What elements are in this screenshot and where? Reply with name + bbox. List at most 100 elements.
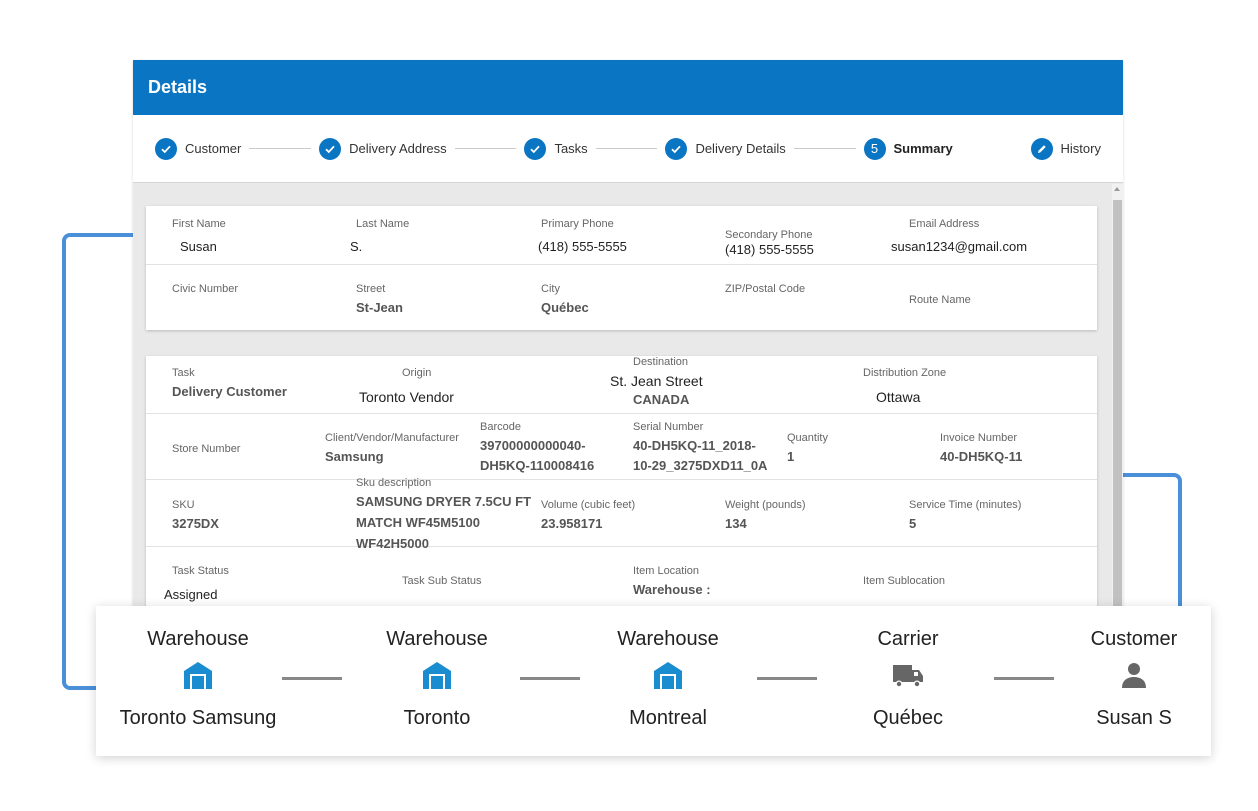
field-value: 5 bbox=[909, 516, 917, 531]
scroll-up-arrow-icon[interactable] bbox=[1114, 187, 1120, 191]
warehouse-icon bbox=[654, 662, 682, 689]
stop-name: Toronto bbox=[403, 707, 471, 729]
task-row-2: Store Number Client/Vendor/Manufacturer … bbox=[146, 414, 1097, 480]
invoice-number-field: Invoice Number 40-DH5KQ-11 bbox=[940, 432, 1022, 464]
step-tasks[interactable]: Tasks bbox=[524, 137, 588, 160]
distribution-zone-field: Distribution Zone Ottawa bbox=[863, 367, 946, 405]
client-field: Client/Vendor/Manufacturer Samsung bbox=[325, 432, 459, 464]
last-name-field: Last Name S. bbox=[350, 218, 410, 254]
field-value: Susan bbox=[180, 239, 217, 254]
connector-line-right bbox=[1118, 473, 1182, 613]
field-label: Destination bbox=[633, 356, 689, 368]
field-label: Distribution Zone bbox=[863, 367, 947, 379]
step-history[interactable]: History bbox=[1030, 137, 1101, 160]
item-location-field: Item Location Warehouse : bbox=[633, 565, 711, 597]
step-summary[interactable]: 5 Summary bbox=[863, 137, 953, 160]
task-status-field: Task Status Assigned bbox=[164, 565, 229, 602]
stop-name: Montreal bbox=[629, 707, 707, 729]
field-label: Weight (pounds) bbox=[725, 499, 806, 511]
field-label: Quantity bbox=[787, 432, 828, 444]
sku-description-field: Sku description SAMSUNG DRYER 7.5CU FT M… bbox=[356, 477, 531, 551]
barcode-field: Barcode 39700000000040- DH5KQ-110008416 bbox=[480, 421, 594, 473]
route-connector bbox=[994, 677, 1054, 680]
field-value: susan1234@gmail.com bbox=[891, 239, 1028, 254]
stop-type: Carrier bbox=[877, 628, 939, 650]
scrollbar-thumb[interactable] bbox=[1113, 200, 1122, 620]
field-label: Item Sublocation bbox=[863, 575, 945, 587]
stop-name: Québec bbox=[872, 707, 944, 729]
step-label: Tasks bbox=[554, 141, 588, 156]
field-label: Barcode bbox=[480, 421, 521, 433]
civic-number-field: Civic Number bbox=[172, 283, 238, 295]
field-label: ZIP/Postal Code bbox=[725, 283, 806, 295]
field-value: Ottawa bbox=[876, 389, 921, 405]
step-customer[interactable]: Customer bbox=[155, 137, 242, 160]
step-label: Customer bbox=[185, 141, 242, 156]
zip-field: ZIP/Postal Code bbox=[725, 283, 805, 295]
check-icon bbox=[665, 137, 688, 160]
step-connector bbox=[961, 148, 1023, 149]
step-number: 5 bbox=[863, 137, 886, 160]
check-icon bbox=[319, 137, 342, 160]
field-label: Route Name bbox=[909, 294, 971, 306]
customer-row-1: First Name Susan Last Name S. Primary Ph… bbox=[146, 206, 1097, 265]
field-label: Secondary Phone bbox=[725, 229, 813, 241]
primary-phone-field: Primary Phone (418) 555-5555 bbox=[538, 218, 627, 254]
street-field: Street St-Jean bbox=[356, 283, 403, 315]
edit-icon bbox=[1030, 137, 1053, 160]
first-name-field: First Name Susan bbox=[172, 218, 226, 254]
check-icon bbox=[155, 137, 177, 160]
destination-field: Destination St. Jean Street CANADA bbox=[610, 356, 703, 407]
field-label: Primary Phone bbox=[541, 218, 614, 230]
stop-type: Warehouse bbox=[386, 628, 488, 650]
field-value: SAMSUNG DRYER 7.5CU FT bbox=[356, 494, 532, 509]
route-strip: Warehouse Toronto Samsung Warehouse Toro… bbox=[96, 606, 1211, 756]
field-label: Email Address bbox=[909, 218, 980, 230]
details-panel: Details Customer Delivery Address Tasks … bbox=[133, 60, 1123, 620]
truck-icon bbox=[893, 665, 923, 688]
step-label: Delivery Details bbox=[695, 141, 786, 156]
field-value-line2: DH5KQ-110008416 bbox=[480, 458, 595, 473]
city-field: City Québec bbox=[541, 283, 589, 315]
field-value: Samsung bbox=[325, 449, 384, 464]
task-row-4: Task Status Assigned Task Sub Status Ite… bbox=[146, 547, 1097, 620]
step-connector bbox=[793, 148, 856, 149]
field-value: 40-DH5KQ-11 bbox=[940, 449, 1023, 464]
field-value-line3: WF42H5000 bbox=[356, 536, 429, 551]
field-label: Last Name bbox=[356, 218, 410, 230]
field-label: Client/Vendor/Manufacturer bbox=[325, 432, 459, 444]
customer-card: First Name Susan Last Name S. Primary Ph… bbox=[146, 206, 1097, 330]
stop-type: Warehouse bbox=[147, 628, 249, 650]
field-value: 23.958171 bbox=[541, 516, 603, 531]
field-value-line2: CANADA bbox=[633, 392, 690, 407]
step-delivery-details[interactable]: Delivery Details bbox=[665, 137, 786, 160]
warehouse-icon bbox=[423, 662, 451, 689]
field-value: 134 bbox=[725, 516, 747, 531]
customer-row-2: Civic Number Street St-Jean City Québec … bbox=[146, 265, 1097, 330]
field-label: Task Sub Status bbox=[402, 575, 482, 587]
step-connector bbox=[249, 148, 312, 149]
field-value: (418) 555-5555 bbox=[725, 242, 814, 257]
task-sub-status-field: Task Sub Status bbox=[402, 575, 482, 587]
field-label: Item Location bbox=[633, 565, 700, 577]
quantity-field: Quantity 1 bbox=[787, 432, 828, 464]
stop-name: Toronto Samsung bbox=[119, 707, 277, 729]
task-card: Task Delivery Customer Origin Toronto Ve… bbox=[146, 356, 1097, 620]
step-connector bbox=[595, 148, 658, 149]
field-label: Service Time (minutes) bbox=[909, 499, 1022, 511]
weight-field: Weight (pounds) 134 bbox=[725, 499, 806, 531]
field-value: 3275DX bbox=[172, 516, 219, 531]
field-value: Toronto Vendor bbox=[359, 389, 454, 405]
step-delivery-address[interactable]: Delivery Address bbox=[319, 137, 447, 160]
step-label: Delivery Address bbox=[349, 141, 447, 156]
field-value: 1 bbox=[787, 449, 795, 464]
task-row-3: SKU 3275DX Sku description SAMSUNG DRYER… bbox=[146, 477, 1097, 551]
field-value: 40-DH5KQ-11_2018- bbox=[633, 438, 756, 453]
scrollbar[interactable] bbox=[1112, 184, 1123, 620]
field-value: Assigned bbox=[164, 587, 218, 602]
stop-name: Susan S bbox=[1096, 707, 1172, 729]
origin-field: Origin Toronto Vendor bbox=[359, 367, 454, 405]
stop-type: Customer bbox=[1090, 628, 1178, 650]
field-value: (418) 555-5555 bbox=[538, 239, 627, 254]
